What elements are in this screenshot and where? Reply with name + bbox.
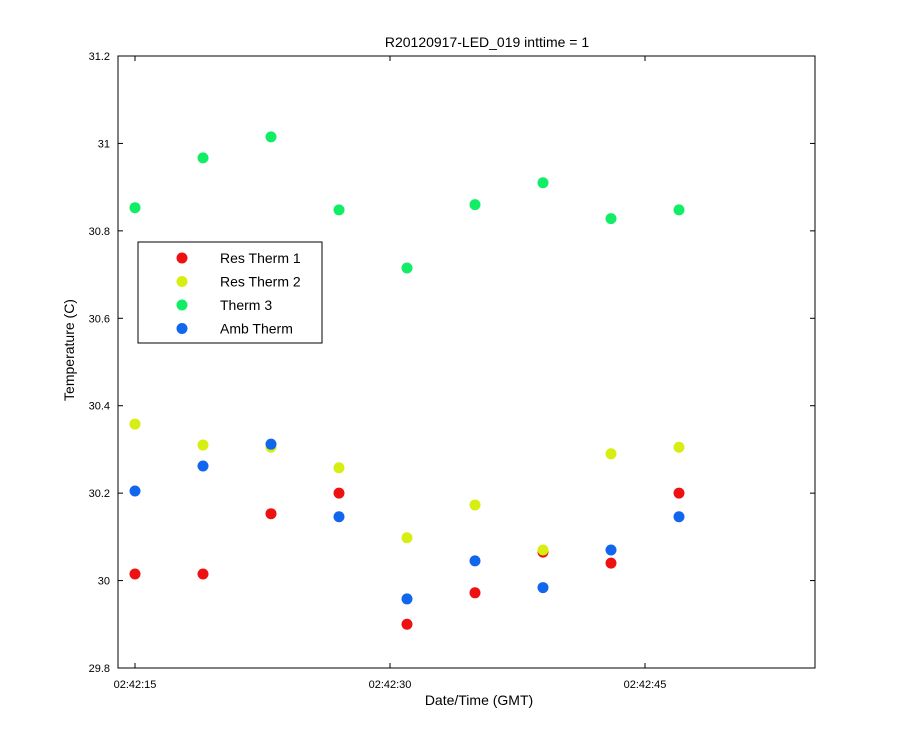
data-point bbox=[333, 487, 345, 499]
data-point bbox=[129, 418, 141, 430]
data-point bbox=[401, 262, 413, 274]
data-point bbox=[401, 532, 413, 544]
x-axis-label: Date/Time (GMT) bbox=[425, 692, 533, 708]
data-point bbox=[537, 582, 549, 594]
y-tick-label: 30.2 bbox=[89, 488, 110, 500]
data-point bbox=[673, 511, 685, 523]
chart-title: R20120917-LED_019 inttime = 1 bbox=[385, 34, 590, 50]
data-point bbox=[469, 587, 481, 599]
data-point bbox=[537, 544, 549, 556]
data-point bbox=[605, 448, 617, 460]
x-tick-label: 02:42:15 bbox=[114, 679, 157, 691]
series-res-therm-1 bbox=[129, 487, 685, 630]
data-point bbox=[673, 204, 685, 216]
series-therm-3 bbox=[129, 131, 685, 274]
legend-label: Res Therm 1 bbox=[220, 250, 301, 266]
x-tick-label: 02:42:45 bbox=[624, 679, 667, 691]
legend-marker bbox=[176, 323, 188, 334]
data-point bbox=[129, 485, 141, 497]
y-tick-label: 31.2 bbox=[89, 51, 110, 63]
data-point bbox=[605, 544, 617, 556]
y-tick-label: 29.8 bbox=[89, 663, 110, 675]
y-axis-label: Temperature (C) bbox=[61, 299, 77, 401]
legend-box bbox=[137, 241, 323, 344]
legend-label: Res Therm 2 bbox=[220, 274, 301, 290]
y-axis: 29.8 30 30.2 30.4 30.6 30.8 31 31.2 bbox=[89, 51, 815, 675]
y-tick-label: 30.8 bbox=[89, 226, 110, 238]
data-point bbox=[265, 508, 277, 520]
data-point bbox=[673, 487, 685, 499]
data-point bbox=[605, 213, 617, 225]
data-point bbox=[197, 439, 209, 451]
data-point bbox=[469, 555, 481, 567]
legend-marker bbox=[176, 299, 188, 311]
data-point bbox=[605, 557, 617, 569]
x-tick-label: 02:42:30 bbox=[369, 679, 412, 691]
legend-marker bbox=[176, 252, 188, 264]
y-tick-label: 30.4 bbox=[89, 401, 110, 413]
data-point bbox=[673, 441, 685, 453]
data-point bbox=[265, 131, 277, 143]
plot-area bbox=[117, 55, 816, 669]
legend-label: Amb Therm bbox=[220, 321, 293, 337]
legend: Res Therm 1 Res Therm 2 Therm 3 Amb Therm bbox=[137, 241, 323, 344]
data-point bbox=[197, 152, 209, 164]
data-point bbox=[401, 618, 413, 630]
y-tick-label: 31 bbox=[98, 138, 110, 150]
data-point bbox=[401, 593, 413, 605]
data-point bbox=[469, 199, 481, 211]
data-point bbox=[197, 460, 209, 472]
y-tick-label: 30.6 bbox=[89, 313, 110, 325]
series-layer bbox=[129, 131, 685, 630]
data-point bbox=[333, 511, 345, 523]
x-axis: 02:42:15 02:42:30 02:42:45 bbox=[114, 56, 667, 691]
y-tick-label: 30 bbox=[98, 576, 110, 588]
series-amb-therm bbox=[129, 438, 685, 605]
series-res-therm-2 bbox=[129, 418, 685, 556]
data-point bbox=[333, 204, 345, 216]
data-point bbox=[537, 177, 549, 189]
data-point bbox=[469, 499, 481, 511]
data-point bbox=[197, 568, 209, 580]
legend-marker bbox=[176, 276, 188, 287]
data-point bbox=[129, 202, 141, 214]
data-point bbox=[265, 438, 277, 450]
data-point bbox=[129, 568, 141, 580]
data-point bbox=[333, 462, 345, 474]
legend-label: Therm 3 bbox=[220, 297, 272, 313]
